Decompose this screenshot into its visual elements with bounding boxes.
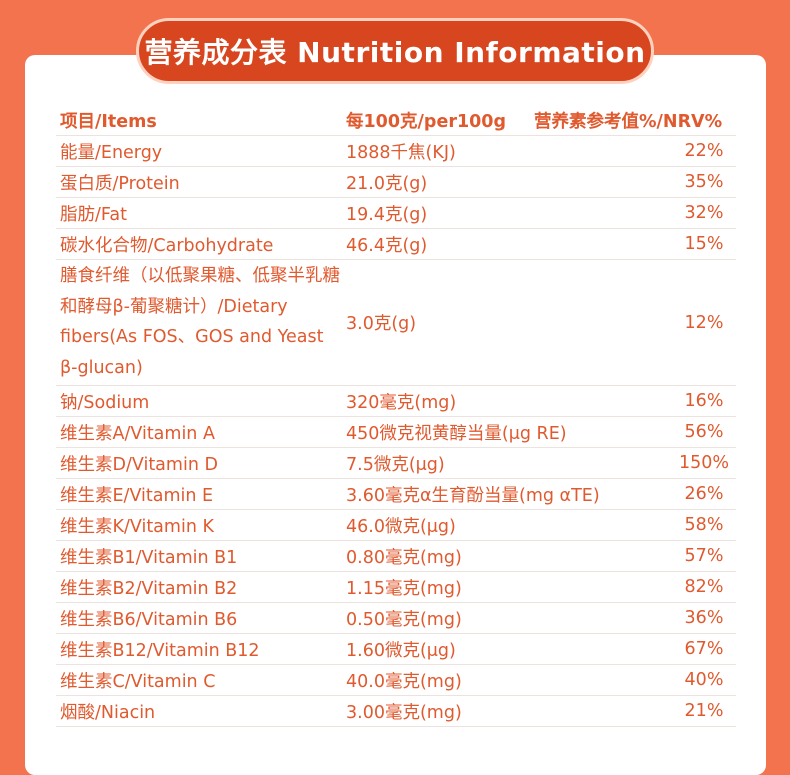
row-item: 蛋白质/Protein xyxy=(60,173,180,194)
header-items: 项目/Items xyxy=(60,111,157,132)
row-item: 维生素A/Vitamin A xyxy=(60,423,215,444)
table-row: 烟酸/Niacin 3.00毫克(mg) 21% xyxy=(56,696,736,727)
table-row: 维生素B2/Vitamin B2 1.15毫克(mg) 82% xyxy=(56,572,736,603)
table-row: 维生素B1/Vitamin B1 0.80毫克(mg) 57% xyxy=(56,541,736,572)
row-amount: 3.00毫克(mg) xyxy=(346,702,462,723)
header-per100g: 每100克/per100g xyxy=(346,111,507,132)
nutrition-card xyxy=(25,55,766,775)
row-amount: 3.0克(g) xyxy=(346,314,417,334)
row-item: 维生素B2/Vitamin B2 xyxy=(60,578,238,599)
row-amount: 1888千焦(KJ) xyxy=(346,142,456,163)
row-nrv: 58% xyxy=(684,515,724,535)
table-row: 脂肪/Fat 19.4克(g) 32% xyxy=(56,198,736,229)
row-nrv: 16% xyxy=(684,391,724,411)
table-row: 维生素D/Vitamin D 7.5微克(μg) 150% xyxy=(56,448,736,479)
row-amount: 19.4克(g) xyxy=(346,204,428,225)
table-row: 碳水化合物/Carbohydrate 46.4克(g) 15% xyxy=(56,229,736,260)
row-nrv: 35% xyxy=(684,172,724,192)
row-amount: 3.60毫克α生育酚当量(mg αTE) xyxy=(346,485,600,506)
row-nrv: 26% xyxy=(684,484,724,504)
table-row: 维生素B12/Vitamin B12 1.60微克(μg) 67% xyxy=(56,634,736,665)
table-row: 维生素A/Vitamin A 450微克视黄醇当量(μg RE) 56% xyxy=(56,417,736,448)
row-item: 脂肪/Fat xyxy=(60,204,127,225)
row-amount: 7.5微克(μg) xyxy=(346,454,445,475)
row-item: 维生素B6/Vitamin B6 xyxy=(60,609,238,630)
row-amount: 1.15毫克(mg) xyxy=(346,578,462,599)
row-nrv: 150% xyxy=(678,453,730,473)
row-amount: 46.0微克(μg) xyxy=(346,516,456,537)
row-nrv: 15% xyxy=(684,234,724,254)
table-row: 钠/Sodium 320毫克(mg) 16% xyxy=(56,386,736,417)
row-amount: 0.80毫克(mg) xyxy=(346,547,462,568)
row-nrv: 82% xyxy=(684,577,724,597)
row-item: 能量/Energy xyxy=(60,142,163,163)
row-amount: 450微克视黄醇当量(μg RE) xyxy=(346,423,567,444)
row-item: 膳食纤维（以低聚果糖、低聚半乳糖和酵母β-葡聚糖计）/Dietary fiber… xyxy=(60,266,340,378)
row-item: 碳水化合物/Carbohydrate xyxy=(60,235,274,256)
row-item: 维生素C/Vitamin C xyxy=(60,671,216,692)
table-header: 项目/Items 每100克/per100g 营养素参考值%/NRV% xyxy=(56,105,736,136)
row-nrv: 22% xyxy=(684,141,724,161)
row-nrv: 57% xyxy=(684,546,724,566)
row-item: 维生素K/Vitamin K xyxy=(60,516,214,537)
row-amount: 46.4克(g) xyxy=(346,235,428,256)
table-row: 蛋白质/Protein 21.0克(g) 35% xyxy=(56,167,736,198)
row-nrv: 67% xyxy=(684,639,724,659)
row-nrv: 40% xyxy=(684,670,724,690)
row-amount: 320毫克(mg) xyxy=(346,392,457,413)
nutrition-table: 项目/Items 每100克/per100g 营养素参考值%/NRV% 能量/E… xyxy=(56,105,736,727)
table-row: 维生素E/Vitamin E 3.60毫克α生育酚当量(mg αTE) 26% xyxy=(56,479,736,510)
row-item: 钠/Sodium xyxy=(60,392,150,413)
table-row: 维生素B6/Vitamin B6 0.50毫克(mg) 36% xyxy=(56,603,736,634)
nutrition-title: 营养成分表 Nutrition Information xyxy=(136,18,654,84)
row-nrv: 32% xyxy=(684,203,724,223)
row-amount: 21.0克(g) xyxy=(346,173,428,194)
table-row: 膳食纤维（以低聚果糖、低聚半乳糖和酵母β-葡聚糖计）/Dietary fiber… xyxy=(56,260,736,386)
row-nrv: 56% xyxy=(684,422,724,442)
row-amount: 1.60微克(μg) xyxy=(346,640,456,661)
row-item: 维生素E/Vitamin E xyxy=(60,485,214,506)
row-amount: 40.0毫克(mg) xyxy=(346,671,462,692)
row-amount: 0.50毫克(mg) xyxy=(346,609,462,630)
row-item: 维生素D/Vitamin D xyxy=(60,454,218,475)
table-row: 能量/Energy 1888千焦(KJ) 22% xyxy=(56,136,736,167)
row-item: 烟酸/Niacin xyxy=(60,702,156,723)
row-item: 维生素B12/Vitamin B12 xyxy=(60,640,260,661)
row-nrv: 36% xyxy=(684,608,724,628)
row-item: 维生素B1/Vitamin B1 xyxy=(60,547,238,568)
table-row: 维生素K/Vitamin K 46.0微克(μg) 58% xyxy=(56,510,736,541)
row-nrv: 12% xyxy=(684,312,724,333)
header-nrv: 营养素参考值%/NRV% xyxy=(534,111,723,132)
table-row: 维生素C/Vitamin C 40.0毫克(mg) 40% xyxy=(56,665,736,696)
row-nrv: 21% xyxy=(684,701,724,721)
